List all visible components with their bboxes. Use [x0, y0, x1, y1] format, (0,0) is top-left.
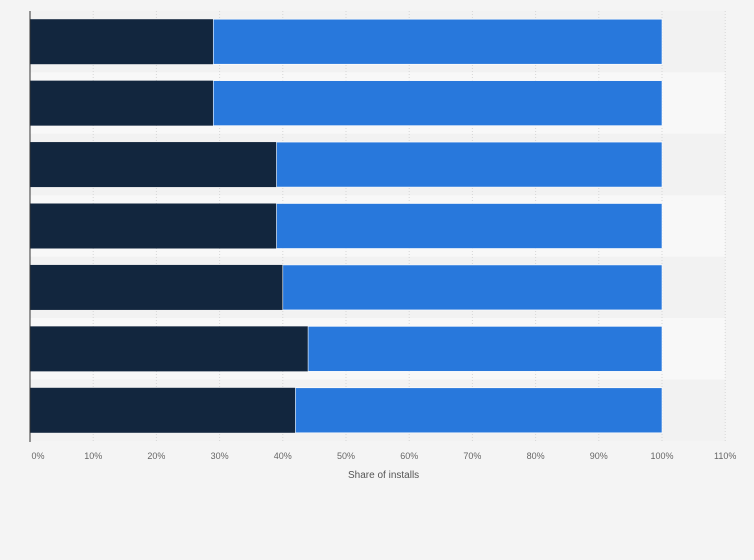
- x-tick-labels: 0% 10% 20% 30% 40% 50% 60% 70% 80% 90% 100% 110%: [31, 451, 736, 461]
- x-tick-label: 10%: [84, 451, 102, 461]
- bar-segment-series-2[interactable]: [282, 264, 663, 311]
- x-tick-label: 60%: [400, 451, 418, 461]
- x-tick-label: 70%: [463, 451, 481, 461]
- x-axis-title: Share of installs: [348, 470, 419, 481]
- bar-segment-series-2[interactable]: [276, 203, 663, 249]
- bar-segment-series-1[interactable]: [30, 142, 277, 188]
- x-tick-label: 20%: [147, 451, 165, 461]
- bars: [30, 18, 663, 434]
- x-tick-label: 110%: [714, 451, 736, 461]
- x-tick-label: 0%: [31, 451, 44, 461]
- bar-segment-series-2[interactable]: [276, 141, 663, 188]
- bar-segment-series-1[interactable]: [30, 203, 277, 249]
- x-tick-label: 100%: [650, 451, 673, 461]
- bar-segment-series-2[interactable]: [212, 80, 663, 126]
- bar-segment-series-2[interactable]: [295, 387, 663, 434]
- bar-segment-series-1[interactable]: [30, 326, 309, 372]
- bar-segment-series-1[interactable]: [30, 19, 214, 65]
- bar-segment-series-1[interactable]: [30, 264, 283, 310]
- x-tick-label: 30%: [211, 451, 229, 461]
- bar-segment-series-2[interactable]: [212, 18, 663, 65]
- bar-segment-series-2[interactable]: [307, 326, 663, 372]
- x-tick-label: 50%: [337, 451, 355, 461]
- bar-segment-series-1[interactable]: [30, 387, 296, 433]
- bar-segment-series-1[interactable]: [30, 80, 214, 126]
- x-tick-label: 40%: [274, 451, 292, 461]
- x-tick-label: 80%: [527, 451, 545, 461]
- x-tick-label: 90%: [590, 451, 608, 461]
